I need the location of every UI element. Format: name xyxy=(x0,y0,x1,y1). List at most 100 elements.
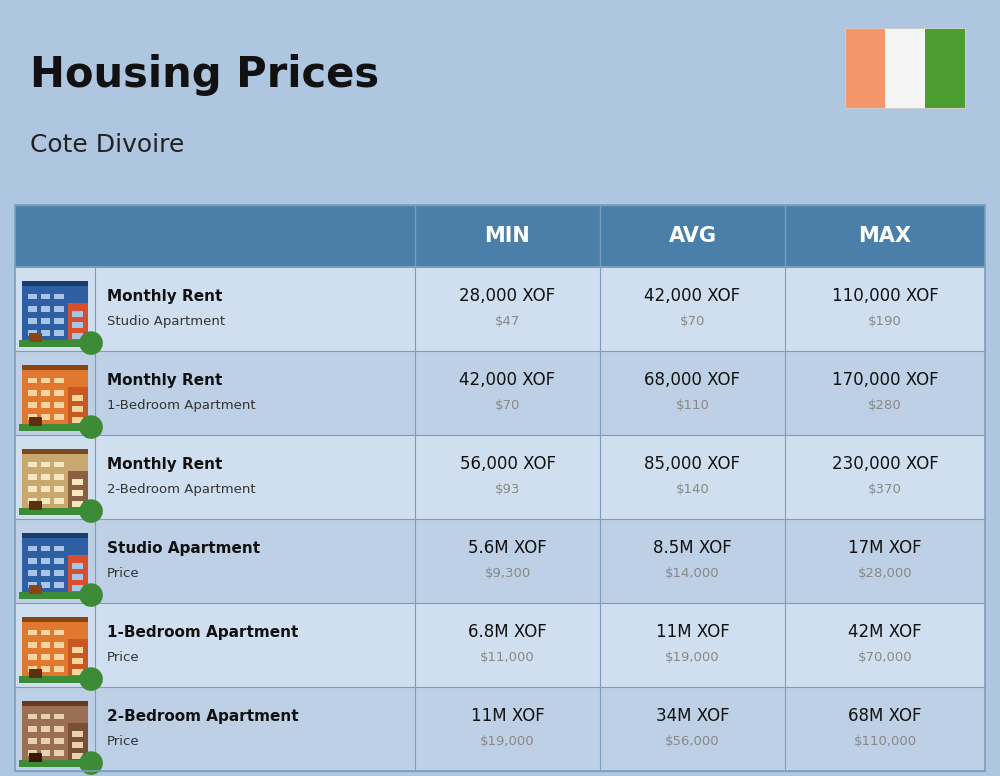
Bar xyxy=(28,546,37,552)
Bar xyxy=(54,306,64,312)
Bar xyxy=(41,726,50,732)
Bar xyxy=(28,498,37,504)
Bar xyxy=(72,563,83,569)
Bar xyxy=(54,654,64,660)
Bar xyxy=(72,647,83,653)
Bar xyxy=(54,402,64,408)
Bar xyxy=(54,331,64,336)
Bar xyxy=(41,414,50,420)
Text: 2-Bedroom Apartment: 2-Bedroom Apartment xyxy=(107,709,299,724)
Bar xyxy=(28,714,37,719)
Circle shape xyxy=(79,499,103,523)
Bar xyxy=(41,331,50,336)
Bar xyxy=(72,669,83,675)
Circle shape xyxy=(79,331,103,355)
Bar xyxy=(41,714,50,719)
Bar xyxy=(22,533,88,538)
Text: $14,000: $14,000 xyxy=(665,567,720,580)
Bar xyxy=(22,701,88,706)
Bar xyxy=(28,582,37,588)
Text: 68M XOF: 68M XOF xyxy=(848,708,922,726)
Bar xyxy=(72,501,83,507)
Bar xyxy=(28,390,37,396)
Bar xyxy=(19,677,91,683)
Text: 28,000 XOF: 28,000 XOF xyxy=(459,287,556,306)
Text: Studio Apartment: Studio Apartment xyxy=(107,315,225,328)
Bar xyxy=(28,293,37,300)
Bar xyxy=(72,395,83,400)
Bar xyxy=(54,582,64,588)
Bar xyxy=(29,417,42,426)
Text: 2-Bedroom Apartment: 2-Bedroom Apartment xyxy=(107,483,256,496)
Text: $110,000: $110,000 xyxy=(853,735,917,748)
Bar xyxy=(54,642,64,648)
Text: 170,000 XOF: 170,000 XOF xyxy=(832,372,938,390)
Bar xyxy=(22,286,88,341)
Bar xyxy=(28,318,37,324)
Bar xyxy=(54,378,64,383)
Bar xyxy=(15,687,985,771)
Text: $370: $370 xyxy=(868,483,902,496)
Bar xyxy=(28,474,37,480)
Text: $190: $190 xyxy=(868,315,902,328)
Bar xyxy=(54,629,64,636)
Bar xyxy=(15,267,985,351)
Bar xyxy=(29,333,42,341)
Text: 17M XOF: 17M XOF xyxy=(848,539,922,557)
Bar xyxy=(41,546,50,552)
Bar xyxy=(19,508,91,515)
Bar xyxy=(28,654,37,660)
Text: $19,000: $19,000 xyxy=(665,651,720,664)
Text: $93: $93 xyxy=(495,483,520,496)
Bar xyxy=(41,486,50,492)
Bar xyxy=(28,306,37,312)
Text: $280: $280 xyxy=(868,399,902,412)
Bar xyxy=(41,402,50,408)
Text: 68,000 XOF: 68,000 XOF xyxy=(644,372,740,390)
Bar xyxy=(68,722,88,762)
Text: $110: $110 xyxy=(676,399,709,412)
Bar xyxy=(22,617,88,622)
Text: 42,000 XOF: 42,000 XOF xyxy=(644,287,741,306)
Text: AVG: AVG xyxy=(668,226,716,246)
Bar xyxy=(41,654,50,660)
Bar xyxy=(885,28,925,108)
Bar xyxy=(41,558,50,563)
Bar xyxy=(41,582,50,588)
Bar xyxy=(41,629,50,636)
Bar xyxy=(15,435,985,519)
Bar xyxy=(28,462,37,467)
Bar xyxy=(54,474,64,480)
Bar xyxy=(22,538,88,594)
Bar xyxy=(22,622,88,677)
Bar xyxy=(22,281,88,286)
Bar xyxy=(41,738,50,744)
Bar xyxy=(22,365,88,370)
Bar xyxy=(41,642,50,648)
Bar xyxy=(68,471,88,510)
Bar xyxy=(19,592,91,599)
Bar xyxy=(72,658,83,663)
Text: $11,000: $11,000 xyxy=(480,651,535,664)
Bar xyxy=(72,585,83,591)
Bar xyxy=(41,498,50,504)
Bar xyxy=(28,558,37,563)
Text: $19,000: $19,000 xyxy=(480,735,535,748)
Bar xyxy=(845,28,965,108)
Bar xyxy=(28,642,37,648)
Bar xyxy=(15,205,985,267)
Text: $9,300: $9,300 xyxy=(484,567,531,580)
Bar xyxy=(72,574,83,580)
Bar xyxy=(54,570,64,576)
Bar xyxy=(54,498,64,504)
Bar xyxy=(22,454,88,510)
Text: $70: $70 xyxy=(680,315,705,328)
Text: 85,000 XOF: 85,000 XOF xyxy=(644,456,740,473)
Bar xyxy=(29,753,42,762)
Bar xyxy=(28,726,37,732)
Bar xyxy=(28,750,37,756)
Bar xyxy=(41,750,50,756)
Bar xyxy=(72,742,83,748)
Circle shape xyxy=(79,415,103,439)
Bar xyxy=(54,318,64,324)
